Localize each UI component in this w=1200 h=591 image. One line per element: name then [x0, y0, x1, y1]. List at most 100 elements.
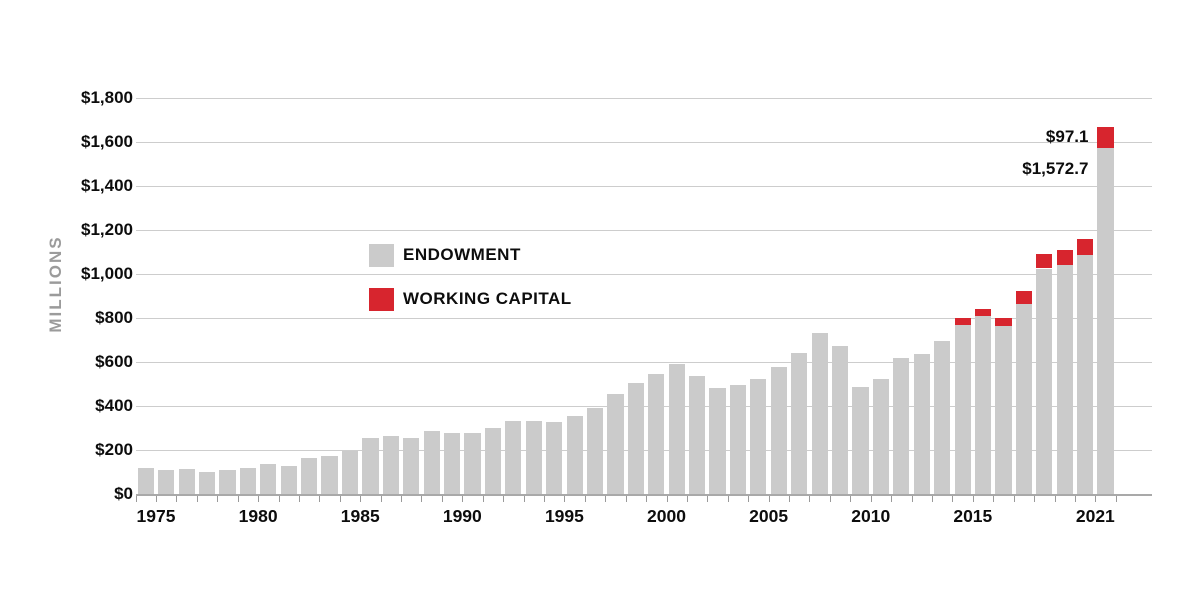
- bar-endowment-2015: [974, 315, 992, 494]
- axis-tick: [748, 496, 750, 502]
- bar-endowment-2005: [770, 366, 787, 494]
- axis-tick: [360, 496, 362, 502]
- axis-tick: [258, 496, 260, 502]
- bar-endowment-1992: [505, 420, 522, 494]
- y-tick-label: $1,800: [81, 88, 133, 107]
- bar-endowment-1978: [219, 470, 236, 494]
- bar-working-capital-2021: [1097, 126, 1114, 148]
- axis-tick: [870, 496, 872, 502]
- axis-tick: [605, 496, 607, 502]
- axis-tick: [278, 496, 280, 502]
- legend-item-endowment: ENDOWMENT: [369, 243, 572, 267]
- gridline: [136, 186, 1152, 187]
- gridline: [136, 450, 1152, 451]
- x-tick-label: 2015: [953, 506, 993, 526]
- axis-tick: [421, 496, 423, 502]
- y-tick-label: $1,600: [81, 132, 133, 151]
- axis-tick: [911, 496, 913, 502]
- gridline: [136, 318, 1152, 319]
- bar-endowment-2002: [709, 387, 726, 494]
- bar-endowment-2021: [1097, 148, 1114, 494]
- axis-tick: [707, 496, 709, 502]
- axis-tick: [584, 496, 586, 502]
- axis-tick: [891, 496, 893, 502]
- gridline: [136, 142, 1152, 143]
- axis-tick: [1034, 496, 1036, 502]
- axis-tick: [564, 496, 566, 502]
- axis-tick: [544, 496, 545, 502]
- axis-tick: [809, 496, 811, 502]
- bar-endowment-1999: [648, 374, 665, 494]
- axis-tick: [1013, 496, 1015, 502]
- y-tick-label: $0: [114, 484, 133, 503]
- axis-tick: [727, 496, 729, 502]
- axis-tick: [196, 496, 198, 502]
- axis-tick: [503, 496, 505, 502]
- x-tick-label: 1990: [442, 506, 482, 526]
- axis-tick: [768, 496, 770, 502]
- axis-tick: [931, 496, 933, 502]
- bar-endowment-1975: [158, 470, 175, 494]
- bar-endowment-1980: [260, 464, 277, 494]
- bar-endowment-2011: [893, 358, 910, 494]
- axis-tick: [319, 496, 321, 502]
- axis-tick: [482, 496, 484, 502]
- annotation-working-capital-2021: $97.1: [1045, 127, 1089, 147]
- bar-endowment-2012: [913, 354, 930, 494]
- axis-tick: [646, 496, 648, 502]
- bar-endowment-1974: [137, 467, 154, 494]
- axis-tick: [441, 496, 443, 502]
- bar-endowment-1983: [321, 456, 338, 494]
- bar-endowment-1996: [586, 407, 604, 494]
- y-tick-label: $200: [95, 440, 133, 459]
- y-tick-label: $600: [95, 352, 133, 371]
- bar-endowment-2013: [934, 340, 951, 494]
- axis-tick: [237, 496, 239, 502]
- axis-tick: [523, 496, 525, 502]
- axis-tick: [462, 496, 464, 502]
- axis-tick: [135, 496, 137, 502]
- legend-label-working-capital: WORKING CAPITAL: [403, 289, 572, 308]
- axis-tick: [401, 496, 403, 502]
- axis-tick: [666, 496, 668, 502]
- y-tick-label: $800: [95, 308, 133, 327]
- axis-tick: [789, 496, 791, 502]
- bar-endowment-1988: [423, 430, 440, 494]
- y-tick-label: $400: [95, 396, 133, 415]
- bar-working-capital-2016: [995, 318, 1012, 326]
- x-tick-label: 1980: [238, 506, 278, 526]
- bar-endowment-1998: [627, 383, 644, 494]
- bar-endowment-2020: [1077, 255, 1094, 494]
- bar-working-capital-2014: [954, 317, 971, 325]
- bar-endowment-1993: [525, 421, 542, 494]
- bar-endowment-1984: [341, 451, 359, 494]
- y-tick-label: $1,400: [81, 176, 133, 195]
- bar-working-capital-2018: [1036, 253, 1053, 269]
- axis-tick: [176, 496, 178, 502]
- bar-endowment-2008: [831, 345, 849, 494]
- bar-endowment-2018: [1036, 268, 1053, 494]
- bar-endowment-2001: [689, 375, 706, 494]
- legend-label-endowment: ENDOWMENT: [403, 245, 521, 264]
- gridline: [136, 98, 1152, 99]
- bar-endowment-2009: [852, 386, 869, 494]
- axis-tick: [380, 496, 382, 502]
- bar-endowment-2006: [791, 353, 808, 494]
- bar-endowment-1989: [444, 433, 461, 494]
- axis-tick: [217, 496, 219, 502]
- axis-tick: [952, 496, 954, 502]
- gridline: [136, 362, 1152, 363]
- y-tick-label: $1,200: [81, 220, 133, 239]
- bar-endowment-2010: [872, 378, 889, 494]
- bar-endowment-2007: [811, 333, 828, 494]
- gridline: [136, 406, 1152, 407]
- bar-working-capital-2017: [1015, 290, 1032, 304]
- axis-tick: [850, 496, 852, 502]
- axis-tick: [298, 496, 300, 502]
- axis-tick: [1115, 496, 1117, 502]
- x-tick-label: 1975: [136, 506, 176, 526]
- bar-endowment-1986: [382, 435, 399, 494]
- bar-endowment-1976: [178, 469, 195, 494]
- bar-endowment-1977: [198, 472, 216, 494]
